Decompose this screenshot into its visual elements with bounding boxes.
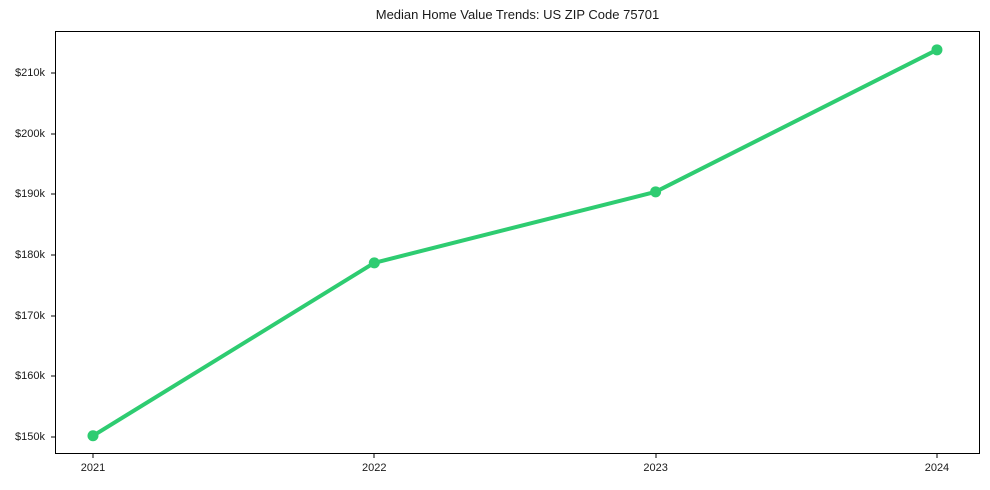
- data-point-2024: [931, 44, 943, 56]
- x-tick-mark: [936, 454, 938, 458]
- y-tick-mark: [51, 436, 55, 438]
- y-tick-label: $200k: [15, 127, 45, 140]
- x-tick-mark: [373, 454, 375, 458]
- chart-title: Median Home Value Trends: US ZIP Code 75…: [375, 7, 660, 22]
- y-tick-label: $150k: [15, 431, 45, 443]
- x-tick-label: 2023: [643, 462, 668, 474]
- y-tick-mark: [51, 72, 55, 74]
- x-tick-mark: [92, 454, 94, 458]
- data-point-2022: [368, 257, 380, 269]
- y-tick-mark: [51, 133, 55, 135]
- x-tick-label: 2021: [80, 462, 106, 474]
- y-tick-mark: [51, 375, 55, 377]
- x-tick-mark: [655, 454, 657, 458]
- x-tick-label: 2024: [924, 462, 950, 474]
- y-tick-label: $180k: [15, 248, 45, 261]
- y-tick-label: $170k: [15, 309, 45, 322]
- y-tick-label: $160k: [15, 370, 45, 383]
- y-tick-mark: [51, 254, 55, 256]
- x-tick-label: 2022: [362, 462, 387, 474]
- median-home-value-line: [90, 47, 939, 438]
- line-series-svg: [87, 44, 943, 442]
- y-tick-mark: [51, 315, 55, 317]
- y-tick-mark: [51, 193, 55, 195]
- y-tick-label: $210k: [15, 66, 45, 79]
- y-tick-label: $190k: [15, 188, 45, 201]
- data-point-2023: [650, 186, 662, 198]
- data-point-2021: [87, 430, 99, 442]
- plot-area: [55, 31, 980, 454]
